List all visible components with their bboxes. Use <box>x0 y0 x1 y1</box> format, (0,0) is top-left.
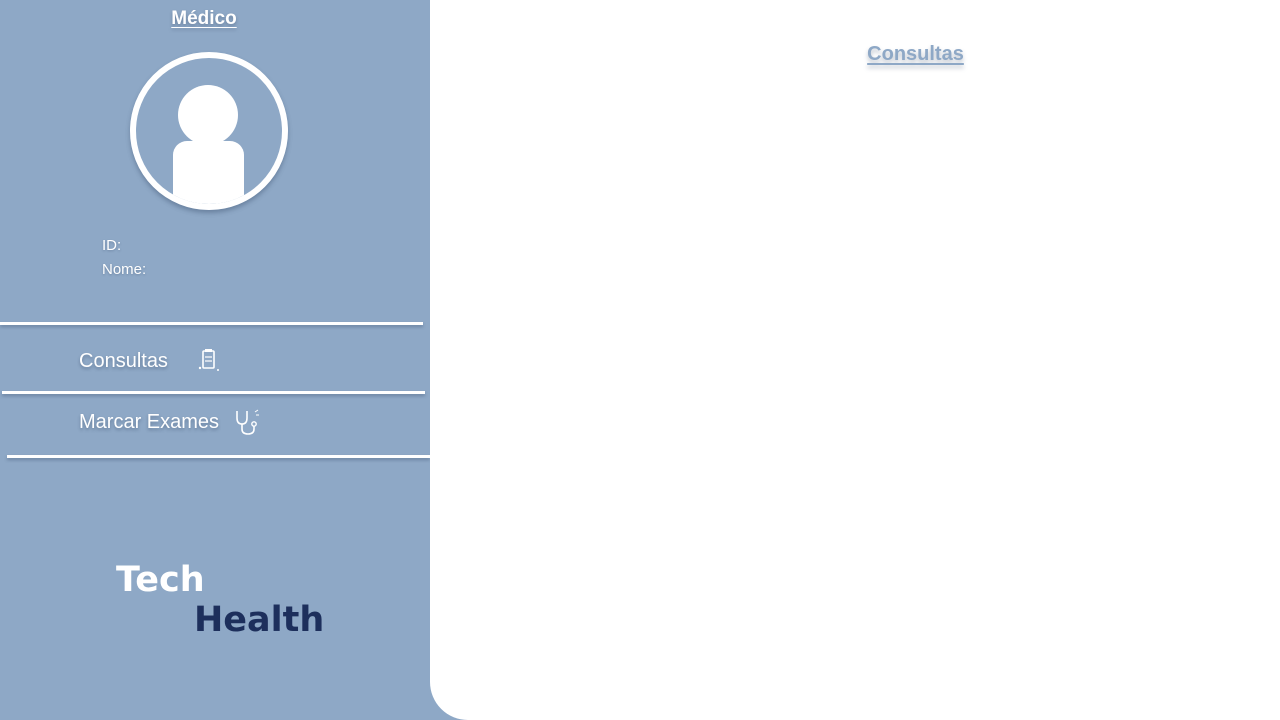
divider <box>2 391 425 394</box>
sidebar-item-label: Consultas <box>79 349 168 372</box>
avatar <box>130 52 288 210</box>
clipboard-icon <box>198 349 219 371</box>
divider <box>0 322 423 325</box>
sidebar-title: Médico <box>171 8 237 29</box>
page-title: Consultas <box>867 43 964 65</box>
sidebar: Médico ID: Nome: Consultas Marcar Exames <box>0 0 440 720</box>
tech-health-logo: Tech Health <box>116 560 336 650</box>
stethoscope-icon <box>236 409 260 435</box>
sidebar-item-marcar-exames[interactable]: Marcar Exames <box>79 407 261 437</box>
avatar-body <box>173 141 244 204</box>
id-label: ID: <box>102 237 122 254</box>
sidebar-item-label: Marcar Exames <box>79 410 220 433</box>
logo-health-text: Health <box>194 600 325 640</box>
name-label: Nome: <box>102 261 147 278</box>
sidebar-item-consultas[interactable]: Consultas <box>79 346 224 376</box>
avatar-head <box>178 85 238 145</box>
main-panel: Consultas <box>430 0 1280 720</box>
logo-tech-text: Tech <box>116 560 205 600</box>
divider <box>7 455 430 458</box>
